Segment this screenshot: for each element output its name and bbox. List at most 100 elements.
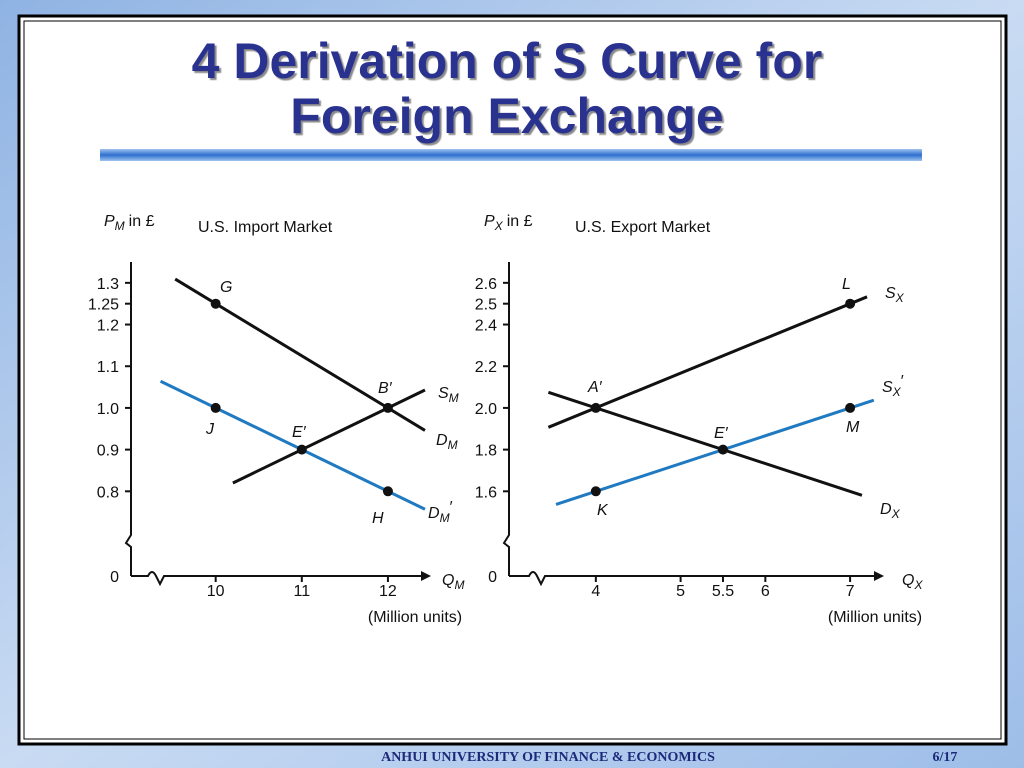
point: [590, 402, 601, 413]
point: [590, 486, 601, 497]
y-tick-label: 1.2: [97, 318, 119, 335]
curve-label: DM′: [428, 499, 453, 525]
curve-label: DX: [880, 501, 901, 521]
point: [210, 402, 221, 413]
point: [845, 298, 856, 309]
x-axis: [131, 571, 423, 587]
x-axis-label: QX: [902, 572, 923, 592]
x-axis-label: QM: [442, 572, 464, 592]
curve-label-sub: X: [892, 385, 902, 399]
curve-label-sub: X: [895, 291, 905, 305]
point-label: A′: [587, 379, 603, 396]
x-tick-label: 5: [676, 583, 685, 600]
point-label: G: [220, 279, 232, 296]
y-tick-label: 2.4: [475, 318, 497, 335]
x-axis-label-main: Q: [902, 572, 914, 589]
x-tick-label: 11: [294, 583, 311, 600]
curve-label-prime: ′: [901, 373, 904, 390]
y-axis-label-text: in £: [507, 213, 533, 230]
curve-label: DM: [436, 432, 458, 452]
y-tick-label: 0: [110, 569, 119, 586]
curve-label-main: S: [885, 285, 896, 302]
curve-label: SX′: [882, 373, 904, 399]
x-axis-label-sub: M: [454, 578, 464, 592]
y-tick-label: 2.5: [475, 297, 497, 314]
y-axis-label-sub: X: [494, 219, 504, 233]
point-label: B′: [378, 380, 393, 397]
y-tick-label: 2.2: [475, 359, 497, 376]
y-tick-label: 1.0: [97, 401, 119, 418]
x-tick-label: 4: [591, 583, 600, 600]
y-tick-label: 1.6: [475, 484, 497, 501]
x-tick-label: 12: [379, 583, 397, 600]
y-axis: [124, 262, 132, 576]
curve-label-main: S: [438, 385, 449, 402]
point: [717, 444, 728, 455]
slide-title: 4 Derivation of S Curve for: [192, 33, 823, 89]
point-label: K: [597, 502, 609, 519]
y-axis-label-text: in £: [129, 213, 155, 230]
y-axis-label-main: P: [484, 213, 495, 230]
panel-title: U.S. Import Market: [198, 219, 333, 236]
y-tick-label: 2.0: [475, 401, 497, 418]
x-tick-label: 7: [846, 583, 855, 600]
curve-label: SM: [438, 385, 459, 405]
x-tick-label: 10: [207, 583, 225, 600]
slide-title: Foreign Exchange: [290, 88, 723, 144]
title-rule: [100, 149, 922, 161]
page-number: 6/17: [933, 750, 958, 765]
y-axis-label: PX in £: [484, 213, 533, 233]
y-tick-label: 1.1: [97, 359, 119, 376]
point-label: J: [205, 421, 215, 438]
curve: [547, 295, 868, 429]
curve-label: SX: [885, 285, 905, 305]
curve-label-sub: X: [891, 507, 901, 521]
point-label: L: [842, 276, 851, 293]
x-axis: [509, 571, 876, 587]
y-axis-label-main: P: [104, 213, 115, 230]
y-tick-label: 0.9: [97, 443, 119, 460]
y-axis-label: PM in £: [104, 213, 155, 233]
panel-border: [23, 20, 1002, 740]
curve: [159, 379, 426, 511]
x-axis-label-sub: X: [913, 578, 923, 592]
x-tick-label: 5.5: [712, 583, 734, 600]
point-label: H: [372, 510, 384, 527]
point-label: E′: [714, 425, 729, 442]
x-axis-arrow: [874, 571, 884, 581]
y-tick-label: 1.25: [88, 297, 119, 314]
curve-label-sub: M: [440, 511, 450, 525]
curve-label-sub: M: [448, 438, 458, 452]
y-tick-label: 2.6: [475, 276, 497, 293]
panel-title: U.S. Export Market: [575, 219, 711, 236]
point: [296, 444, 307, 455]
curve-label-main: D: [880, 501, 892, 518]
y-tick-label: 1.3: [97, 276, 119, 293]
y-axis-label-sub: M: [115, 219, 125, 233]
y-axis: [502, 262, 510, 576]
point: [382, 486, 393, 497]
curve: [555, 398, 875, 506]
footer: ANHUI UNIVERSITY OF FINANCE & ECONOMICS: [381, 750, 715, 765]
point: [845, 402, 856, 413]
x-tick-label: 6: [761, 583, 770, 600]
x-axis-arrow: [421, 571, 431, 581]
x-axis-unit: (Million units): [368, 609, 462, 626]
x-axis-label-main: Q: [442, 572, 454, 589]
curve-label-main: D: [428, 505, 440, 522]
curve-label-prime: ′: [450, 499, 453, 516]
content-panel: [17, 14, 1008, 746]
x-axis-unit: (Million units): [828, 609, 922, 626]
point-label: E′: [292, 424, 307, 441]
y-tick-label: 1.8: [475, 443, 497, 460]
curve: [232, 388, 426, 485]
point: [210, 298, 221, 309]
curve-label-main: D: [436, 432, 448, 449]
y-tick-label: 0: [488, 569, 497, 586]
curve: [547, 390, 863, 497]
point: [382, 402, 393, 413]
curve-label-sub: M: [449, 391, 459, 405]
point-label: M: [846, 419, 860, 436]
